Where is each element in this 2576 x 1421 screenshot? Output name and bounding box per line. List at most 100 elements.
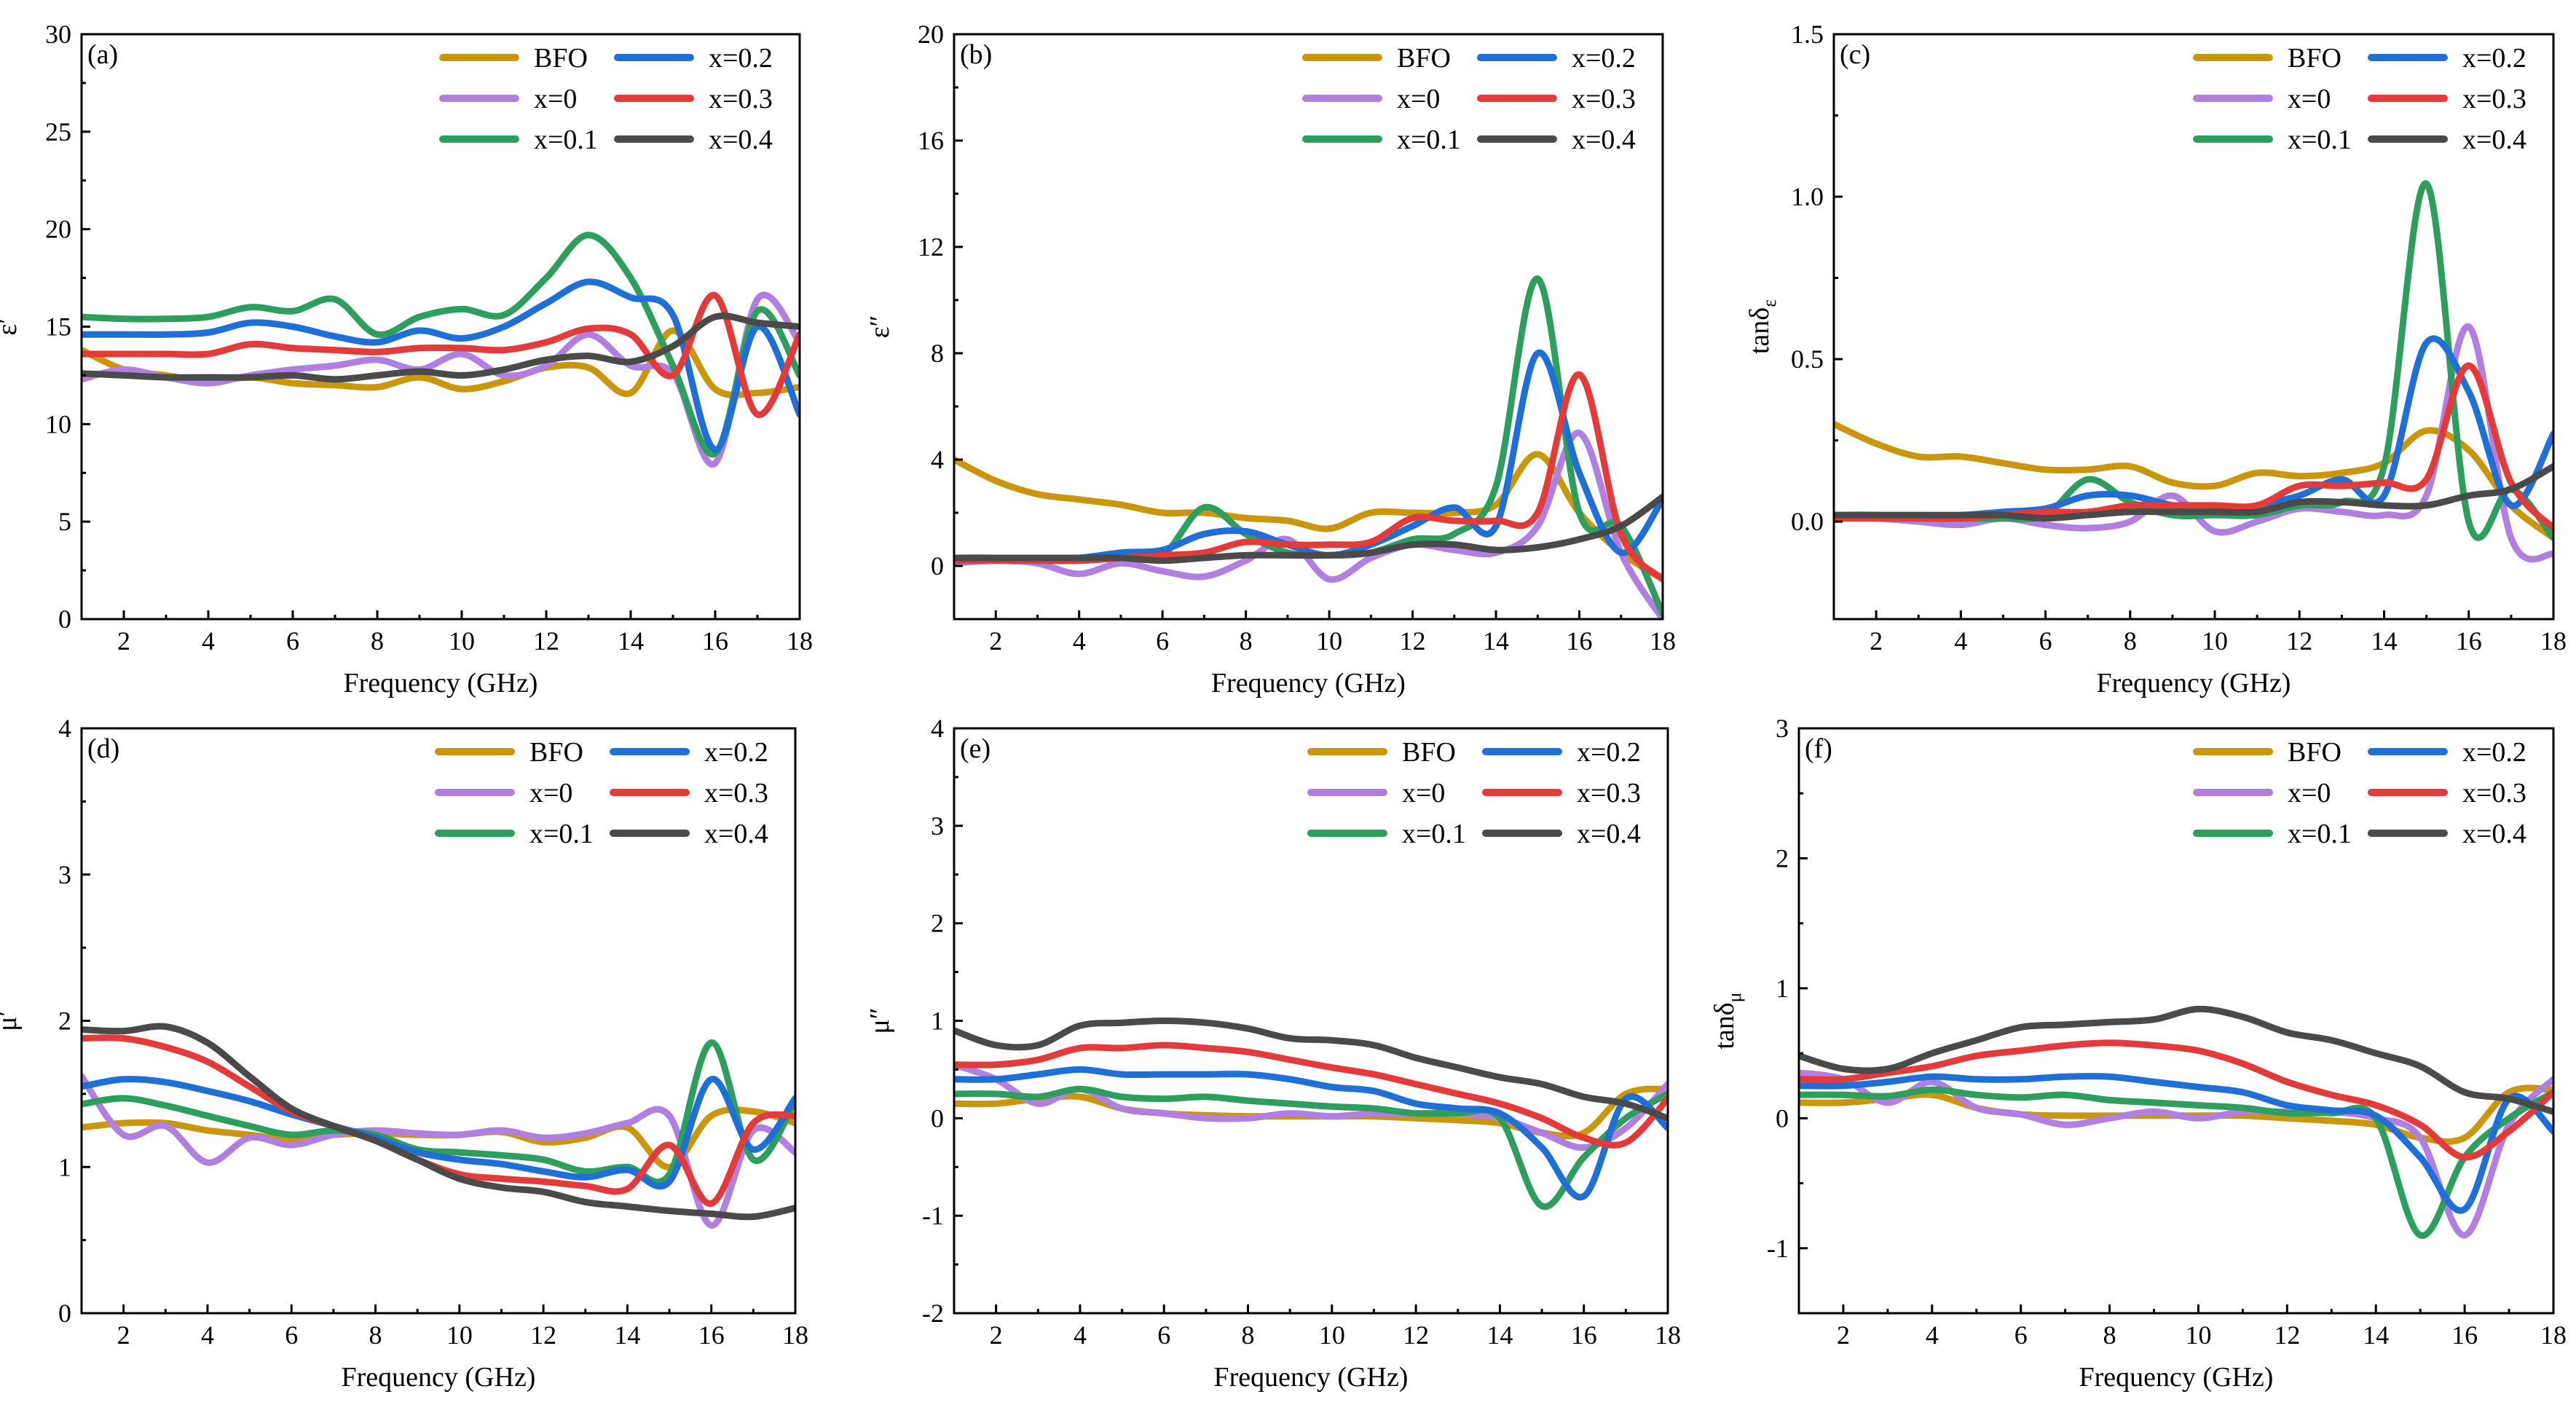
legend-label: x=0.4 (709, 125, 773, 155)
legend-label: x=0.3 (709, 84, 773, 114)
legend-label: x=0.3 (1577, 778, 1641, 808)
y-tick-label: 3 (1776, 714, 1789, 743)
x-tick-label: 14 (618, 626, 644, 656)
legend-label: BFO (1397, 43, 1451, 74)
series-line-x-0-2 (82, 1076, 795, 1190)
y-axis-title: μ′ (0, 1010, 23, 1031)
x-tick-label: 8 (2124, 626, 2137, 656)
plot-frame (80, 33, 801, 621)
y-tick-label: 1 (1776, 974, 1789, 1003)
x-tick-label: 18 (2540, 1320, 2567, 1350)
x-tick-label: 2 (1870, 626, 1883, 656)
legend-label: x=0.1 (1397, 125, 1461, 155)
x-tick-label: 14 (2371, 626, 2398, 656)
y-tick-label: 0 (58, 1299, 71, 1328)
panel-label: (a) (87, 39, 118, 70)
legend-label: x=0.2 (1572, 43, 1636, 74)
x-tick-label: 12 (2274, 1320, 2300, 1350)
y-axis-title: tanδμ (1709, 992, 1745, 1049)
x-tick-label: 8 (1242, 1320, 1255, 1350)
x-tick-label: 14 (1483, 626, 1509, 656)
series-line-x-0-2 (1799, 1073, 2553, 1214)
y-tick-label: 2 (58, 1007, 71, 1036)
x-tick-label: 14 (1486, 1320, 1513, 1350)
series-line-x-0-1 (1799, 1086, 2553, 1239)
series-line-x-0 (1834, 323, 2553, 563)
series-line-x-0-3 (82, 1034, 795, 1207)
x-tick-label: 10 (2202, 626, 2228, 656)
x-tick-label: 12 (530, 1320, 556, 1350)
y-axis-title: μ″ (864, 1007, 895, 1034)
panel-label: (b) (960, 39, 992, 70)
chart-panel-1: 2 4 6 8 10 12 14 16 18 0 5 10 15 20 25 30 Frequency (GHz… (0, 20, 813, 698)
x-tick-label: 18 (787, 626, 813, 656)
legend-label: x=0.2 (2462, 737, 2526, 768)
series-group (82, 1023, 795, 1229)
x-tick-label: 2 (1837, 1320, 1850, 1350)
series-line-x-0-2 (82, 278, 800, 453)
series-line-x-0-2 (954, 1066, 1668, 1201)
y-tick-label: 0 (931, 1103, 944, 1133)
y-tick-label: -2 (922, 1299, 944, 1328)
series-line-x-0-4 (1834, 462, 2553, 522)
series-line-x-0-3 (82, 292, 800, 418)
y-tick-label: 16 (918, 126, 944, 155)
panel-label: (f) (1805, 733, 1832, 764)
x-tick-label: 10 (2185, 1320, 2211, 1350)
x-axis-title: Frequency (GHz) (344, 668, 538, 698)
series-line-x-0-1 (82, 1039, 795, 1186)
legend-label: x=0.2 (1577, 737, 1641, 768)
y-tick-label: 4 (58, 714, 71, 743)
legend-label: x=0.3 (704, 778, 768, 808)
legend-label: x=0 (2288, 84, 2331, 114)
y-tick-label: 12 (918, 232, 944, 261)
legend-label: x=0 (1397, 84, 1440, 114)
x-tick-label: 14 (614, 1320, 640, 1350)
y-tick-label: 20 (918, 20, 944, 49)
panel-label: (e) (960, 733, 990, 764)
series-line-x-0 (82, 291, 800, 468)
legend-label: BFO (534, 43, 588, 74)
plot-frame (1832, 33, 2555, 621)
series-group (954, 275, 1663, 619)
series-group (1799, 1005, 2553, 1239)
legend-label: BFO (2288, 737, 2341, 768)
x-tick-label: 4 (201, 1320, 214, 1350)
legend-label: x=0.4 (2462, 819, 2526, 849)
x-axis-title: Frequency (GHz) (2079, 1362, 2274, 1393)
x-tick-label: 2 (117, 1320, 130, 1350)
series-line-x-0-3 (954, 1042, 1668, 1149)
x-tick-label: 2 (989, 626, 1002, 656)
x-tick-label: 8 (1240, 626, 1253, 656)
y-tick-label: 8 (931, 339, 944, 368)
y-tick-label: -1 (922, 1201, 944, 1230)
y-tick-label: 0 (1776, 1103, 1789, 1133)
series-line-x-0-3 (1799, 1039, 2553, 1161)
legend-label: x=0 (2288, 778, 2331, 808)
plot-frame (1797, 727, 2555, 1315)
x-tick-label: 18 (782, 1320, 808, 1350)
y-tick-label: 3 (58, 860, 71, 889)
x-tick-label: 12 (533, 626, 559, 656)
legend-label: x=0.1 (529, 819, 594, 849)
y-tick-label: 1 (58, 1152, 71, 1181)
plot-frame (953, 33, 1664, 621)
y-axis-title: ε′ (0, 318, 23, 335)
y-tick-label: 1.5 (1791, 20, 1824, 49)
x-axis-title: Frequency (GHz) (1214, 1362, 1409, 1393)
legend: BFO x=0.2 x=0 x=0.3 x=0.1 x=0.4 (435, 737, 768, 849)
series-line-x-0-4 (82, 1023, 795, 1221)
x-tick-label: 4 (202, 626, 215, 656)
chart-panel-3: 2 4 6 8 10 12 14 16 18 0.0 0.5 1.0 1.5 Frequency (GHz… (1744, 20, 2567, 698)
y-tick-label: 5 (58, 507, 71, 536)
x-axis-title: Frequency (GHz) (342, 1362, 536, 1393)
x-tick-label: 16 (1567, 626, 1593, 656)
legend-label: x=0.1 (2288, 819, 2352, 849)
x-tick-label: 18 (1650, 626, 1676, 656)
legend-label: x=0.1 (534, 125, 598, 155)
y-tick-label: 0.0 (1791, 507, 1824, 536)
